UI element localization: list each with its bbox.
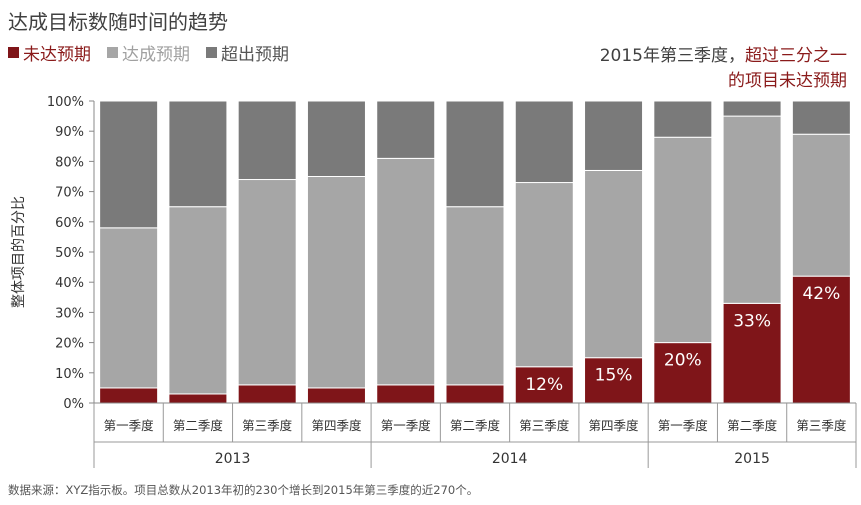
bar-segment-series-2	[584, 100, 644, 171]
callout-line-2: 的项目未达预期	[728, 71, 847, 91]
bar-segment-series-2	[99, 100, 159, 229]
year-group-label: 2013	[215, 451, 251, 467]
x-tick-label: 第三季度	[519, 418, 570, 433]
bar-segment-series-0	[445, 384, 505, 404]
bar-segment-series-0	[791, 275, 851, 404]
y-tick-label: 10%	[55, 367, 84, 382]
y-tick-label: 50%	[55, 246, 84, 261]
legend-label-missed: 未达预期	[23, 45, 91, 65]
bar-segment-series-0	[99, 387, 159, 404]
legend-label-exceeded: 超出预期	[221, 45, 289, 65]
bar-segment-series-1	[653, 136, 713, 344]
year-group-label: 2014	[492, 451, 528, 467]
y-tick-label: 20%	[55, 337, 84, 352]
x-tick-label: 第一季度	[104, 418, 155, 433]
data-label: 20%	[664, 351, 702, 371]
chart-title: 达成目标数随时间的趋势	[8, 10, 228, 34]
bar-segment-series-1	[306, 176, 366, 389]
legend-swatch-exceeded	[206, 47, 217, 58]
x-tick-label: 第一季度	[658, 418, 709, 433]
legend-swatch-met	[107, 47, 118, 58]
legend-item-exceeded: 超出预期	[206, 40, 289, 65]
year-group-label: 2015	[734, 451, 770, 467]
bar-segment-series-1	[584, 169, 644, 359]
bar-segment-series-0	[168, 393, 228, 404]
x-tick-label: 第三季度	[242, 418, 293, 433]
legend: 未达预期 达成预期 超出预期	[8, 40, 289, 65]
legend-swatch-missed	[8, 47, 19, 58]
bar-segment-series-2	[791, 100, 851, 135]
callout-line-1: 2015年第三季度，超过三分之一	[600, 44, 847, 69]
bar-segment-series-1	[376, 157, 436, 386]
bar-segment-series-1	[99, 227, 159, 389]
y-tick-label: 60%	[55, 216, 84, 231]
callout-annotation: 2015年第三季度，超过三分之一 的项目未达预期	[600, 44, 847, 94]
y-tick-label: 80%	[55, 155, 84, 170]
data-label: 42%	[802, 284, 840, 304]
data-label: 12%	[525, 375, 563, 395]
bar-segment-series-1	[791, 133, 851, 277]
bar-segment-series-1	[168, 206, 228, 395]
bar-segment-series-0	[306, 387, 366, 404]
bar-segment-series-2	[306, 100, 366, 177]
bar-segment-series-0	[722, 302, 782, 404]
bar-segment-series-0	[237, 384, 297, 404]
legend-item-met: 达成预期	[107, 40, 190, 65]
x-tick-label: 第四季度	[311, 418, 362, 433]
y-tick-label: 90%	[55, 125, 84, 140]
bar-segment-series-1	[445, 206, 505, 386]
callout-highlight: 超过三分之一	[745, 46, 847, 66]
bar-segment-series-2	[376, 100, 436, 159]
source-note: 数据来源：XYZ指示板。项目总数从2013年初的230个增长到2015年第三季度…	[8, 483, 479, 497]
y-tick-label: 30%	[55, 306, 84, 321]
legend-label-met: 达成预期	[122, 45, 190, 65]
x-tick-label: 第一季度	[381, 418, 432, 433]
x-tick-label: 第二季度	[727, 418, 778, 433]
bar-segment-series-2	[168, 100, 228, 208]
bar-segment-series-2	[514, 100, 574, 184]
bar-segment-series-2	[653, 100, 713, 138]
x-tick-label: 第三季度	[796, 418, 847, 433]
bar-segment-series-1	[722, 115, 782, 304]
y-tick-label: 70%	[55, 186, 84, 201]
y-tick-label: 40%	[55, 276, 84, 291]
legend-item-missed: 未达预期	[8, 40, 91, 65]
bar-segment-series-0	[376, 384, 436, 404]
y-tick-label: 100%	[47, 95, 84, 110]
x-tick-label: 第二季度	[450, 418, 501, 433]
bar-segment-series-1	[237, 179, 297, 386]
callout-prefix: 2015年第三季度，	[599, 46, 745, 66]
data-label: 15%	[595, 366, 633, 386]
x-tick-label: 第四季度	[589, 418, 640, 433]
bar-segment-series-0	[584, 357, 644, 404]
x-tick-label: 第二季度	[173, 418, 224, 433]
data-label: 33%	[733, 311, 771, 331]
bar-segment-series-1	[514, 182, 574, 368]
y-tick-label: 0%	[63, 397, 84, 412]
bar-segment-series-2	[237, 100, 297, 181]
bar-segment-series-2	[722, 100, 782, 117]
bar-segment-series-2	[445, 100, 505, 208]
